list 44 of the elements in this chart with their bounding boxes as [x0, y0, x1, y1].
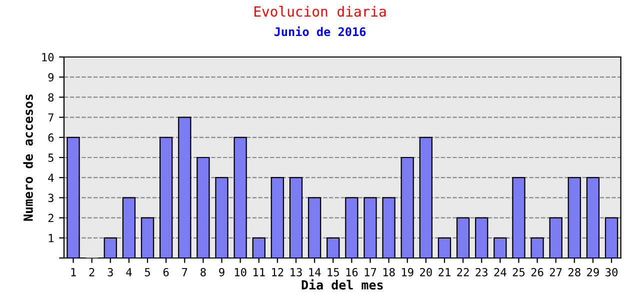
x-tick-label: 14: [309, 268, 321, 276]
x-tick-label: 29: [587, 268, 599, 276]
x-tick-label: 13: [290, 268, 302, 276]
x-tick-label: 5: [144, 268, 150, 276]
y-tick-label: 6: [48, 133, 54, 142]
x-tick-label: 11: [254, 268, 265, 276]
y-tick-label: 7: [48, 113, 54, 122]
y-axis-title: Numero de accesos: [23, 94, 33, 221]
x-tick-label: 9: [219, 268, 224, 276]
y-tick-label: 10: [42, 53, 54, 62]
x-tick-label: 2: [89, 268, 94, 276]
y-tick-label: 1: [48, 234, 54, 242]
y-tick-label: 9: [48, 73, 54, 82]
x-tick-label: 28: [568, 268, 580, 276]
chart-title: Evolucion diaria: [254, 6, 386, 17]
x-tick-label: 20: [420, 268, 432, 276]
y-tick-label: 4: [48, 174, 54, 182]
x-tick-label: 23: [476, 268, 488, 276]
x-tick-label: 15: [328, 268, 339, 276]
chart-subtitle: Junio de 2016: [274, 26, 366, 36]
x-axis-title: Dia del mes: [302, 279, 383, 290]
y-tick-label: 5: [48, 154, 54, 162]
x-tick-label: 7: [182, 268, 188, 276]
x-tick-label: 10: [234, 268, 246, 276]
x-tick-label: 25: [512, 268, 525, 276]
y-tick-label: 3: [48, 194, 54, 202]
x-tick-label: 3: [108, 268, 113, 276]
x-tick-label: 27: [550, 268, 562, 276]
x-tick-label: 24: [494, 268, 506, 276]
x-tick-label: 22: [457, 268, 469, 276]
y-tick-label: 2: [48, 214, 54, 222]
x-tick-label: 21: [438, 268, 450, 276]
x-tick-label: 4: [126, 268, 132, 276]
x-tick-label: 8: [200, 268, 206, 276]
x-tick-label: 1: [71, 268, 76, 276]
x-tick-label: 16: [346, 268, 358, 276]
x-tick-label: 12: [272, 268, 284, 276]
y-tick-label: 8: [48, 93, 54, 102]
x-tick-label: 6: [163, 268, 169, 276]
x-tick-label: 19: [402, 268, 414, 276]
x-tick-label: 30: [606, 268, 618, 276]
x-tick-label: 17: [364, 268, 376, 276]
x-tick-label: 26: [531, 268, 544, 276]
x-tick-label: 18: [383, 268, 395, 276]
